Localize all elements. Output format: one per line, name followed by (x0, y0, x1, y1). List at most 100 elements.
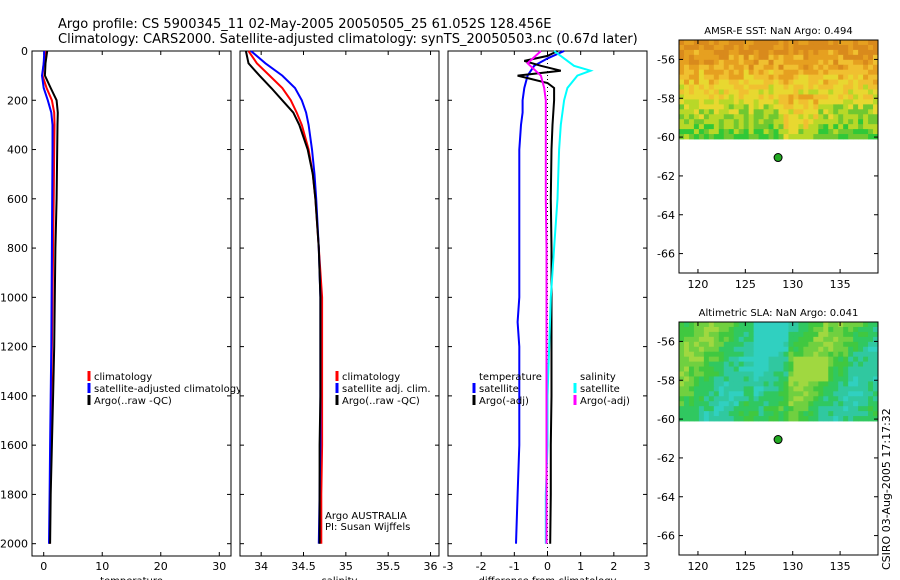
sst_map-cell (768, 109, 774, 115)
sla_map-cell (683, 386, 690, 392)
sla_map-cell (718, 331, 725, 338)
sst_map-cell (868, 109, 874, 115)
sla_map-cell (723, 326, 730, 333)
sla_map-cell (728, 416, 735, 422)
sla_map-cell (753, 341, 760, 348)
sla_map-cell (808, 331, 814, 338)
sla_map-cell (703, 401, 710, 407)
sst_map-cell (818, 114, 824, 120)
sst_map-cell (848, 69, 854, 76)
sst_map-cell (778, 84, 784, 90)
sst_map-cell (793, 99, 799, 105)
sla_map-cell (718, 356, 725, 363)
sst_map-cell (688, 54, 695, 61)
sla_map-cell (813, 406, 819, 412)
sla_map-cell (753, 346, 760, 353)
sst_map-cell (688, 64, 695, 71)
sla_map-cell (833, 322, 839, 328)
sla_map-cell (873, 401, 879, 407)
sst_map-cell (833, 119, 839, 125)
sst_map-cell (743, 99, 750, 105)
salinity-xtick-label: 35.5 (376, 560, 401, 573)
sla_map-cell (713, 411, 720, 417)
sla_map-cell (728, 381, 735, 387)
difference-xtick-label: -1 (509, 560, 520, 573)
sst_map-cell (828, 79, 834, 85)
sst_map-cell (838, 114, 844, 120)
sst_map-cell (803, 99, 809, 105)
sst_map-cell (768, 79, 774, 85)
sst_map-cell (753, 109, 760, 115)
sla_map-cell (718, 381, 725, 387)
sst_map-cell (723, 40, 730, 46)
sla_map-cell (838, 326, 844, 333)
sla_map-cell (863, 361, 869, 367)
sst_map-cell (828, 109, 834, 115)
sst_map-cell (679, 64, 685, 71)
sla_map-cell (873, 396, 879, 402)
sst_map-cell (863, 44, 869, 51)
difference-series-temperature-argo-adj- (517, 50, 562, 544)
sst_map-ytick-label: -64 (657, 209, 675, 222)
sst_map-cell (778, 49, 784, 56)
sst_map-cell (728, 44, 735, 51)
sst_map-cell (743, 49, 750, 56)
sla_map-cell (738, 351, 745, 358)
sst_map-cell (683, 84, 690, 90)
sla_map-cell (818, 336, 824, 343)
sla_map-cell (828, 401, 834, 407)
sst_map-cell (679, 79, 685, 85)
sst_map-cell (703, 64, 710, 71)
sla_map-cell (818, 322, 824, 328)
sla_map-cell (753, 401, 760, 407)
sla_map-cell (778, 326, 784, 333)
sla_map-cell (773, 381, 779, 387)
sst_map-cell (838, 69, 844, 76)
sla_map-cell (793, 326, 799, 333)
sst_map-cell (748, 84, 755, 90)
sst_map-cell (738, 49, 745, 56)
sst_map-cell (713, 59, 720, 66)
sst_map-cell (748, 64, 755, 71)
sla_map-cell (838, 411, 844, 417)
sla_map-cell (713, 406, 720, 412)
sst_map-cell (768, 59, 774, 66)
sla_map-cell (808, 371, 814, 377)
sst_map-cell (688, 74, 695, 81)
sst_map-cell (723, 109, 730, 115)
difference-legend-left-label: Argo(-adj) (479, 396, 529, 407)
sla_map-cell (743, 351, 750, 358)
sst_map-cell (688, 84, 695, 90)
sst_map-cell (793, 59, 799, 66)
sla_map-cell (838, 416, 844, 422)
sst_map-cell (743, 64, 750, 71)
sst_map-cell (728, 89, 735, 95)
sst_map-cell (703, 74, 710, 81)
sst_map-cell (713, 69, 720, 76)
sst_map-cell (808, 74, 814, 81)
sla_map-cell (783, 366, 789, 372)
sst_map-cell (688, 94, 695, 100)
sst_map-cell (843, 109, 849, 115)
sla_map-cell (828, 346, 834, 353)
sla_map-cell (868, 381, 874, 387)
sla_map-cell (828, 341, 834, 348)
temperature-xtick-label: 30 (212, 560, 226, 573)
sst_map-cell (703, 54, 710, 61)
sla_map-cell (853, 371, 859, 377)
sst_map-cell (768, 64, 774, 71)
sla_map-cell (708, 406, 715, 412)
sla_map-cell (708, 361, 715, 367)
sst_map-cell (843, 54, 849, 61)
sst_map-cell (858, 49, 864, 56)
sla_map-cell (773, 341, 779, 348)
sla_map-cell (763, 416, 769, 422)
sst_map-cell (708, 49, 715, 56)
sla_map-cell (798, 391, 804, 397)
sla_map-cell (858, 331, 864, 338)
sla_map-cell (858, 376, 864, 382)
sst_map-cell (823, 69, 829, 76)
sla_map-cell (733, 326, 740, 333)
sst_map-cell (758, 59, 764, 66)
sla_map-cell (843, 371, 849, 377)
